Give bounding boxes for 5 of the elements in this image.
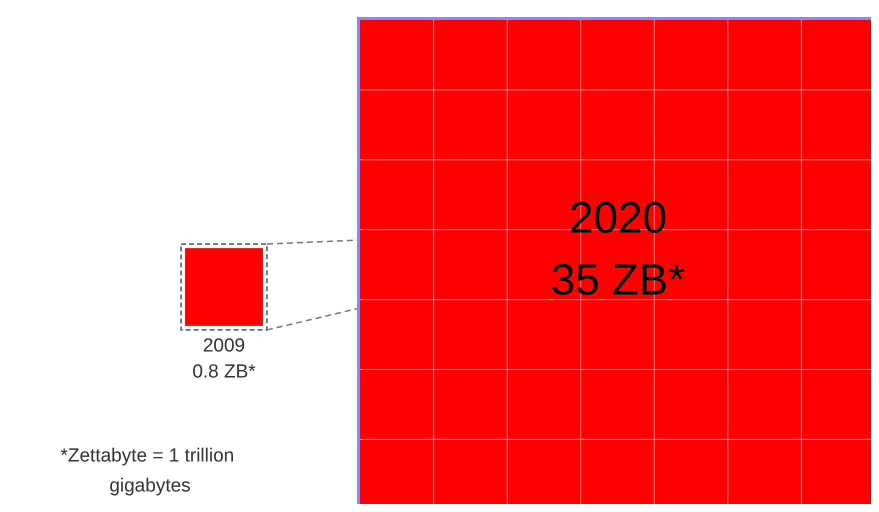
category-label: 2009 xyxy=(202,335,246,356)
category-label: 2020 xyxy=(569,194,667,242)
data-label: 35 ZB* xyxy=(550,256,686,304)
text: *Zettabyte = 1 trillion gigabytes xyxy=(60,446,240,496)
data-label: 0.8 ZB* xyxy=(192,361,256,382)
